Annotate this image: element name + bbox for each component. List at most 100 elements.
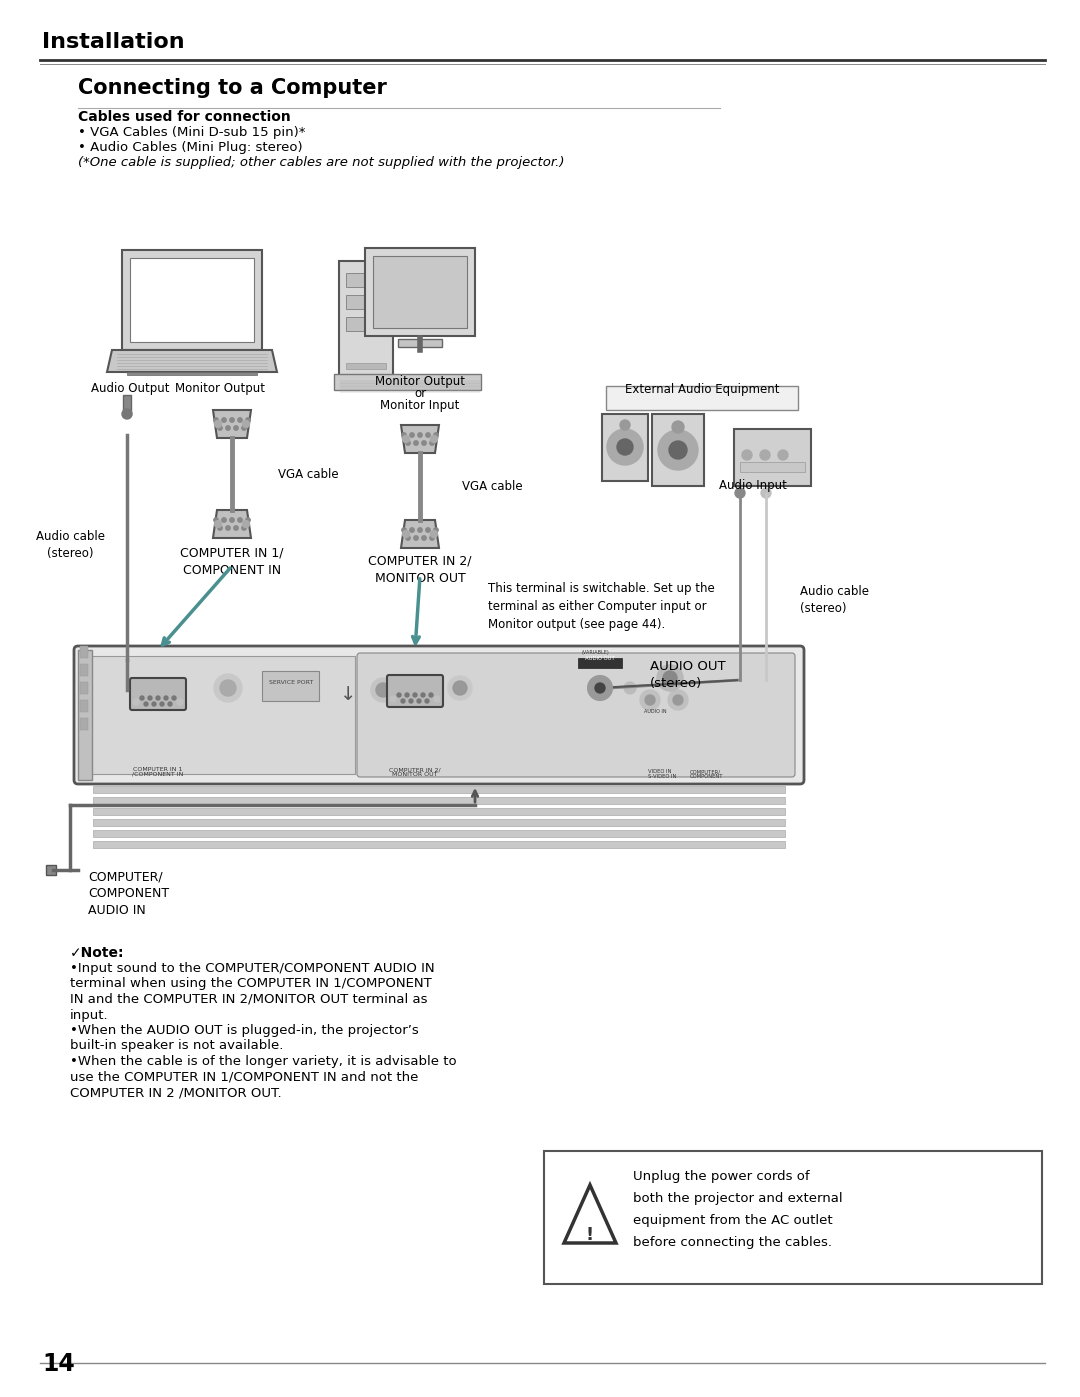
Circle shape (778, 450, 788, 460)
Text: VIDEO IN: VIDEO IN (648, 768, 672, 774)
Text: Audio Output: Audio Output (91, 381, 170, 395)
Circle shape (431, 531, 437, 538)
Polygon shape (401, 425, 438, 453)
Text: VGA cable: VGA cable (462, 481, 523, 493)
Circle shape (658, 430, 698, 469)
FancyBboxPatch shape (93, 819, 785, 826)
Polygon shape (401, 520, 438, 548)
Circle shape (620, 420, 630, 430)
FancyBboxPatch shape (652, 414, 704, 486)
FancyBboxPatch shape (262, 671, 319, 701)
Circle shape (122, 409, 132, 419)
Circle shape (242, 525, 246, 531)
Circle shape (588, 676, 612, 700)
Circle shape (426, 528, 430, 532)
Text: before connecting the cables.: before connecting the cables. (633, 1236, 832, 1249)
Circle shape (177, 698, 183, 705)
Circle shape (414, 536, 418, 541)
Circle shape (402, 528, 406, 532)
Circle shape (214, 418, 218, 422)
Circle shape (214, 518, 218, 522)
Text: Monitor Output: Monitor Output (175, 381, 265, 395)
Text: Monitor Input: Monitor Input (380, 400, 460, 412)
Circle shape (640, 690, 660, 710)
Circle shape (243, 420, 249, 427)
Circle shape (429, 693, 433, 697)
Circle shape (624, 682, 636, 694)
FancyBboxPatch shape (346, 272, 386, 286)
Text: built-in speaker is not available.: built-in speaker is not available. (70, 1039, 283, 1052)
Text: COMPUTER/
COMPONENT
AUDIO IN: COMPUTER/ COMPONENT AUDIO IN (87, 870, 170, 916)
Text: COMPUTER IN 2/: COMPUTER IN 2/ (389, 767, 441, 773)
Text: S-VIDEO IN: S-VIDEO IN (648, 774, 676, 780)
Circle shape (417, 698, 421, 703)
Text: both the projector and external: both the projector and external (633, 1192, 842, 1206)
Text: SERVICE PORT: SERVICE PORT (269, 680, 313, 685)
FancyBboxPatch shape (80, 645, 87, 658)
Circle shape (669, 441, 687, 460)
Text: • VGA Cables (Mini D-sub 15 pin)*: • VGA Cables (Mini D-sub 15 pin)* (78, 126, 306, 138)
FancyBboxPatch shape (578, 658, 622, 668)
FancyBboxPatch shape (365, 249, 475, 337)
Circle shape (164, 696, 168, 700)
Circle shape (421, 693, 426, 697)
Text: ✓Note:: ✓Note: (70, 946, 124, 960)
Polygon shape (107, 351, 276, 372)
Circle shape (226, 525, 230, 531)
Circle shape (595, 683, 605, 693)
Circle shape (761, 488, 771, 497)
Circle shape (672, 420, 684, 433)
Circle shape (617, 439, 633, 455)
Text: input.: input. (70, 1009, 109, 1021)
FancyBboxPatch shape (130, 678, 186, 710)
Circle shape (414, 441, 418, 446)
Circle shape (233, 525, 239, 531)
Circle shape (220, 680, 237, 696)
FancyBboxPatch shape (606, 386, 798, 409)
Circle shape (434, 528, 438, 532)
Circle shape (156, 696, 160, 700)
Circle shape (133, 698, 139, 705)
Circle shape (243, 521, 249, 528)
Circle shape (422, 441, 427, 446)
FancyBboxPatch shape (399, 339, 442, 346)
Text: /COMPONENT IN: /COMPONENT IN (133, 773, 184, 777)
Text: Monitor Output: Monitor Output (375, 374, 465, 388)
Text: use the COMPUTER IN 1/COMPONENT IN and not the: use the COMPUTER IN 1/COMPONENT IN and n… (70, 1070, 418, 1084)
FancyBboxPatch shape (734, 429, 811, 486)
Text: COMPUTER/: COMPUTER/ (690, 768, 721, 774)
Text: •Input sound to the COMPUTER/COMPONENT AUDIO IN: •Input sound to the COMPUTER/COMPONENT A… (70, 963, 434, 975)
FancyBboxPatch shape (80, 700, 87, 712)
Circle shape (742, 450, 752, 460)
Circle shape (230, 418, 234, 422)
Circle shape (669, 690, 688, 710)
FancyBboxPatch shape (93, 841, 785, 848)
Text: or: or (414, 387, 427, 400)
Circle shape (434, 433, 438, 437)
Circle shape (418, 433, 422, 437)
Polygon shape (213, 409, 251, 439)
Text: AUDIO IN: AUDIO IN (644, 710, 666, 714)
Circle shape (226, 426, 230, 430)
Circle shape (426, 698, 429, 703)
FancyBboxPatch shape (346, 317, 386, 331)
Circle shape (221, 418, 226, 422)
FancyBboxPatch shape (93, 787, 785, 793)
Circle shape (230, 518, 234, 522)
Text: Connecting to a Computer: Connecting to a Computer (78, 78, 387, 98)
Circle shape (148, 696, 152, 700)
Circle shape (735, 488, 745, 497)
Circle shape (663, 671, 677, 685)
Circle shape (221, 518, 226, 522)
Circle shape (409, 528, 415, 532)
Circle shape (218, 426, 222, 430)
Circle shape (376, 683, 390, 697)
Circle shape (645, 694, 654, 705)
FancyBboxPatch shape (86, 657, 355, 774)
Circle shape (214, 673, 242, 703)
FancyBboxPatch shape (78, 650, 92, 780)
Circle shape (144, 703, 148, 705)
FancyBboxPatch shape (373, 256, 467, 328)
Text: (VARIABLE): (VARIABLE) (581, 650, 609, 655)
Circle shape (673, 694, 683, 705)
